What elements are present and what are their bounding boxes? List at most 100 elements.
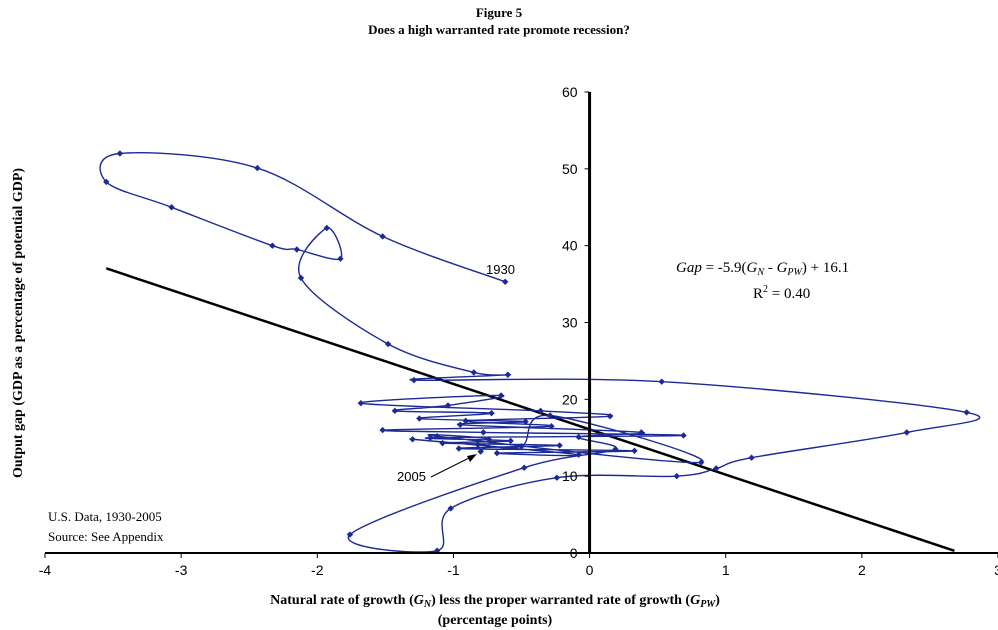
data-point	[748, 454, 755, 461]
x-tick-label: 0	[586, 562, 594, 578]
data-point	[103, 178, 110, 186]
series-line	[99, 152, 981, 553]
regression-equation: Gap = -5.9(GN - GPW) + 16.1	[676, 260, 849, 278]
data-point	[410, 376, 418, 384]
data-point	[297, 274, 305, 282]
r-squared: R2 = 0.40	[753, 284, 810, 302]
x-tick-label: 1	[722, 562, 730, 578]
data-point	[575, 451, 582, 458]
data-point	[433, 547, 441, 554]
label-1930: 1930	[486, 262, 515, 277]
data-point	[379, 233, 386, 240]
data-point	[379, 426, 386, 434]
source-note: Source: See Appendix	[48, 529, 164, 544]
y-tick-label: 40	[562, 238, 578, 254]
figure-label: Figure 5	[475, 5, 523, 20]
data-point	[488, 409, 495, 417]
eq-gpw-sub: PW	[786, 267, 803, 278]
label-2005: 2005	[397, 469, 426, 484]
data-point	[455, 445, 463, 452]
data-point	[391, 407, 399, 415]
xlabel-gn-sub: N	[423, 599, 432, 610]
eq-minus: -	[764, 260, 777, 276]
y-tick-label: 20	[562, 391, 578, 407]
data-point	[427, 434, 434, 441]
data-point	[168, 204, 175, 211]
eq-gpw: G	[777, 260, 788, 276]
data-point	[673, 472, 680, 480]
data-point	[612, 446, 619, 453]
data-point	[384, 340, 392, 348]
data-point	[606, 413, 614, 420]
data-point	[485, 436, 493, 443]
x-tick-label: -1	[447, 562, 460, 578]
r2-r: R	[753, 286, 763, 302]
eq-gap: Gap	[676, 260, 702, 276]
data-point	[474, 441, 482, 448]
y-tick-label: 60	[562, 84, 578, 100]
data-point	[698, 459, 705, 466]
xlabel-gpw: G	[690, 593, 700, 608]
data-point	[712, 465, 720, 472]
chart-title: Does a high warranted rate promote reces…	[368, 22, 630, 37]
data-point	[575, 433, 582, 441]
data-point	[433, 433, 441, 440]
arrow-2005	[430, 456, 472, 478]
data-point	[556, 442, 563, 449]
xlabel-part-3: )	[715, 593, 720, 608]
data-point	[903, 429, 910, 436]
data-point	[439, 439, 446, 447]
data-point	[507, 437, 514, 445]
x-tick-label: -2	[311, 562, 324, 578]
y-tick-label: 10	[562, 468, 578, 484]
data-point	[680, 432, 687, 439]
data-point	[357, 399, 365, 407]
y-tick-label: 0	[570, 545, 578, 561]
y-tick-label: 50	[562, 161, 578, 177]
r2-value: = 0.40	[768, 286, 810, 302]
x-axis-units: (percentage points)	[438, 613, 553, 628]
data-point	[457, 421, 464, 428]
xlabel-part-1: Natural rate of growth (	[270, 593, 414, 608]
x-axis-label: Natural rate of growth (GN) less the pro…	[270, 593, 720, 610]
xlabel-gpw-sub: PW	[700, 599, 716, 610]
data-point	[462, 417, 469, 425]
data-point	[269, 242, 276, 249]
data-point	[497, 392, 505, 399]
xlabel-part-2: ) less the proper warranted rate of grow…	[431, 593, 690, 608]
data-point	[518, 443, 525, 450]
eq-gn: G	[747, 260, 758, 276]
x-tick-label: -3	[175, 562, 188, 578]
eq-gn-sub: N	[756, 267, 765, 278]
data-point	[293, 246, 301, 253]
arrowhead-2005	[467, 454, 477, 462]
regression-trend-line	[105, 267, 955, 552]
data-point	[501, 278, 509, 285]
data-point	[631, 447, 638, 455]
data-point	[254, 164, 261, 172]
data-point	[409, 436, 416, 443]
data-point	[470, 369, 478, 376]
data-point	[504, 371, 512, 378]
data-point	[537, 407, 544, 415]
data-point	[658, 378, 665, 385]
data-point	[116, 150, 124, 157]
data-point	[546, 412, 554, 419]
data-point	[963, 409, 970, 416]
data-point	[346, 531, 354, 538]
data-point	[337, 255, 344, 262]
xlabel-gn: G	[414, 593, 424, 608]
y-tick-label: 30	[562, 315, 578, 331]
data-point	[323, 224, 331, 232]
data-point	[638, 429, 645, 436]
x-tick-label: 2	[858, 562, 866, 578]
data-point	[493, 449, 501, 457]
data-point	[521, 464, 528, 471]
data-point	[553, 474, 561, 481]
data-point	[416, 415, 423, 422]
eq-const: ) + 16.1	[802, 260, 849, 276]
r2-sup: 2	[763, 284, 768, 295]
x-tick-label: -4	[39, 562, 52, 578]
eq-coef: = -5.9(	[702, 260, 747, 276]
